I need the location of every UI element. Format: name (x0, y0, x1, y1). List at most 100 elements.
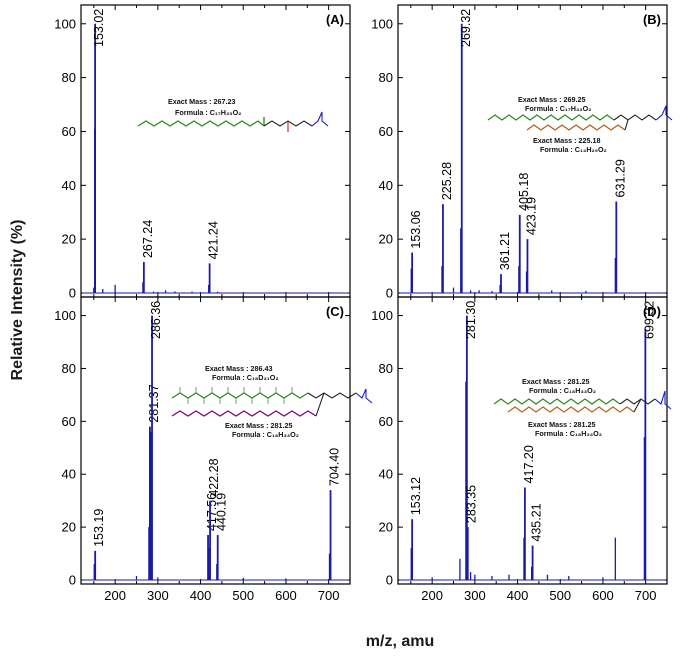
panel-c-peak-label: 422.28 (207, 458, 221, 496)
panel-c-peak-label: 417.56 (205, 493, 219, 531)
panel-c-ytick-label: 40 (62, 467, 76, 482)
panel-c-peak-label: 153.19 (92, 509, 106, 547)
panel-c-peak-label: 704.40 (328, 448, 342, 486)
annotation-c: Exact Mass : 286.43 Formula : C₁₈D₃₁O₂ E… (171, 364, 373, 439)
annotation-b: Exact Mass : 269.25 Formula : C₁₇H₃₃O₂ E… (487, 95, 673, 154)
panel-b-frame (397, 4, 668, 298)
panel-a-tag: (A) (326, 12, 344, 27)
structure-d-chain-2 (507, 406, 635, 413)
annotation-c-exact-mass-2: Exact Mass : 281.25 (225, 421, 293, 430)
panel-b-ytick-label: 60 (379, 124, 393, 139)
panel-d-ytick-label: 100 (371, 308, 393, 323)
annotation-c-exact-mass-1: Exact Mass : 286.43 (205, 364, 273, 373)
panel-c-tag: (C) (326, 304, 344, 319)
panel-d-peak-label: 417.20 (522, 445, 536, 483)
panel-d-xtick-label: 700 (635, 588, 657, 603)
annotation-a: Exact Mass : 267.23 Formula : C₁₇H₃₅O₂ (137, 97, 329, 132)
panel-b-ytick-label: 0 (386, 286, 393, 301)
panel-d-ytick-label: 20 (379, 520, 393, 535)
panel-d-ytick-label: 40 (379, 467, 393, 482)
panel-a-ytick-label: 60 (62, 124, 76, 139)
panel-b-peak-label: 423.19 (524, 197, 538, 235)
structure-d-phosphate (654, 390, 672, 410)
structure-c-phosphate (355, 388, 373, 404)
y-axis-title: Relative Intensity (%) (9, 220, 26, 381)
x-axis-title: m/z, amu (366, 633, 434, 650)
panel-c-xtick-label: 600 (275, 588, 297, 603)
panel-c-ytick-label: 60 (62, 414, 76, 429)
panel-d-ytick-label: 80 (379, 361, 393, 376)
annotation-c-formula-2: Formula : C₁₈H₃₃O₂ (232, 430, 299, 439)
panel-a-ytick-label: 40 (62, 178, 76, 193)
structure-c-deuterated-chain (171, 392, 309, 399)
panel-b-ytick-label: 20 (379, 232, 393, 247)
panel-c-ytick-label: 100 (54, 308, 76, 323)
panel-a-peak-label: 267.24 (141, 220, 155, 258)
panel-a-peak-label: 153.02 (92, 9, 106, 47)
structure-c-backbone (307, 392, 357, 399)
panel-a-ytick-label: 20 (62, 232, 76, 247)
annotation-b-exact-mass-1: Exact Mass : 269.25 (518, 95, 586, 104)
panel-c-peak-label: 281.37 (147, 384, 161, 422)
panel-c-ytick-label: 80 (62, 361, 76, 376)
structure-b-ester-link (624, 119, 629, 131)
panel-d-xtick-label: 200 (421, 588, 443, 603)
panel-d-frame (397, 296, 668, 585)
structure-d-ester-link (633, 398, 642, 413)
panel-d-xtick-label: 500 (549, 588, 571, 603)
structure-c-chain-2 (171, 410, 317, 417)
panel-b-tag: (B) (643, 12, 661, 27)
annotation-a-exact-mass: Exact Mass : 267.23 (168, 97, 236, 106)
panel-c-xtick-label: 300 (147, 588, 169, 603)
panel-a-ytick-label: 100 (54, 16, 76, 31)
panel-b-peak-label: 631.29 (613, 159, 627, 197)
annotation-b-exact-mass-2: Exact Mass : 225.18 (533, 136, 601, 145)
panel-d-peak-label: 699.32 (642, 301, 656, 339)
panel-c-xtick-label: 200 (104, 588, 126, 603)
annotation-d-formula-2: Formula : C₁₈H₃₃O₂ (535, 429, 602, 438)
panel-c-xtick-label: 400 (190, 588, 212, 603)
panel-b-peak-label: 225.28 (440, 162, 454, 200)
panel-c-peak-label: 286.36 (149, 301, 163, 339)
annotation-b-formula-2: Formula : C₁₄H₂₉O₂ (540, 145, 607, 154)
panel-b-ytick-label: 40 (379, 178, 393, 193)
annotation-c-formula-1: Formula : C₁₈D₃₁O₂ (212, 373, 279, 382)
panel-c-ytick-label: 20 (62, 520, 76, 535)
panel-c-ytick-label: 0 (69, 573, 76, 588)
panel-b-ytick-label: 100 (371, 16, 393, 31)
panel-b-ytick-label: 80 (379, 70, 393, 85)
annotation-b-formula-1: Formula : C₁₇H₃₃O₂ (525, 104, 591, 113)
panel-b-peak-label: 269.32 (459, 9, 473, 47)
panel-b-peak-label: 405.18 (517, 173, 531, 211)
panel-d-peak-label: 435.21 (530, 503, 544, 541)
panel-d-peak-label: 153.12 (409, 477, 423, 515)
panel-d-xtick-label: 400 (507, 588, 529, 603)
annotation-d-exact-mass-1: Exact Mass : 281.25 (522, 377, 590, 386)
panel-d-ytick-label: 60 (379, 414, 393, 429)
annotation-d-exact-mass-2: Exact Mass : 281.25 (528, 420, 596, 429)
panel-d-tag: (D) (643, 304, 661, 319)
annotation-d: Exact Mass : 281.25 Formula : C₁₈H₃₃O₂ E… (493, 377, 672, 438)
panel-d-peak-label: 281.30 (464, 301, 478, 339)
structure-a-phosphate (311, 111, 329, 127)
panel-a-ytick-label: 0 (69, 286, 76, 301)
annotation-a-formula: Formula : C₁₇H₃₅O₂ (175, 108, 241, 117)
panel-a-peak-label: 421.24 (207, 221, 221, 259)
structure-a-chain (137, 120, 265, 127)
panel-d-peak-label: 283.35 (465, 485, 479, 523)
panel-c-xtick-label: 700 (318, 588, 340, 603)
annotation-d-formula-1: Formula : C₁₈H₃₃O₂ (529, 386, 596, 395)
structure-b-backbone (613, 114, 657, 121)
panel-d: 0 20 40 60 80 100 200 300 400 500 600 700 153.12 281.… (371, 296, 668, 603)
structure-b-chain-1 (487, 114, 615, 121)
panel-d-xtick-label: 600 (592, 588, 614, 603)
structure-d-backbone (619, 398, 656, 405)
structure-d-chain-1 (493, 398, 621, 405)
panel-b: 0 20 40 60 80 100 153.06 225.28 269.32 361.21 405.… (371, 4, 668, 301)
panel-d-xtick-label: 300 (464, 588, 486, 603)
structure-c-ester-link (315, 392, 325, 417)
panel-b-peak-label: 361.21 (498, 232, 512, 270)
panel-a: 0 20 40 60 80 100 153.02 267.24 421.24 (A) (54, 4, 351, 301)
panel-a-ytick-label: 80 (62, 70, 76, 85)
